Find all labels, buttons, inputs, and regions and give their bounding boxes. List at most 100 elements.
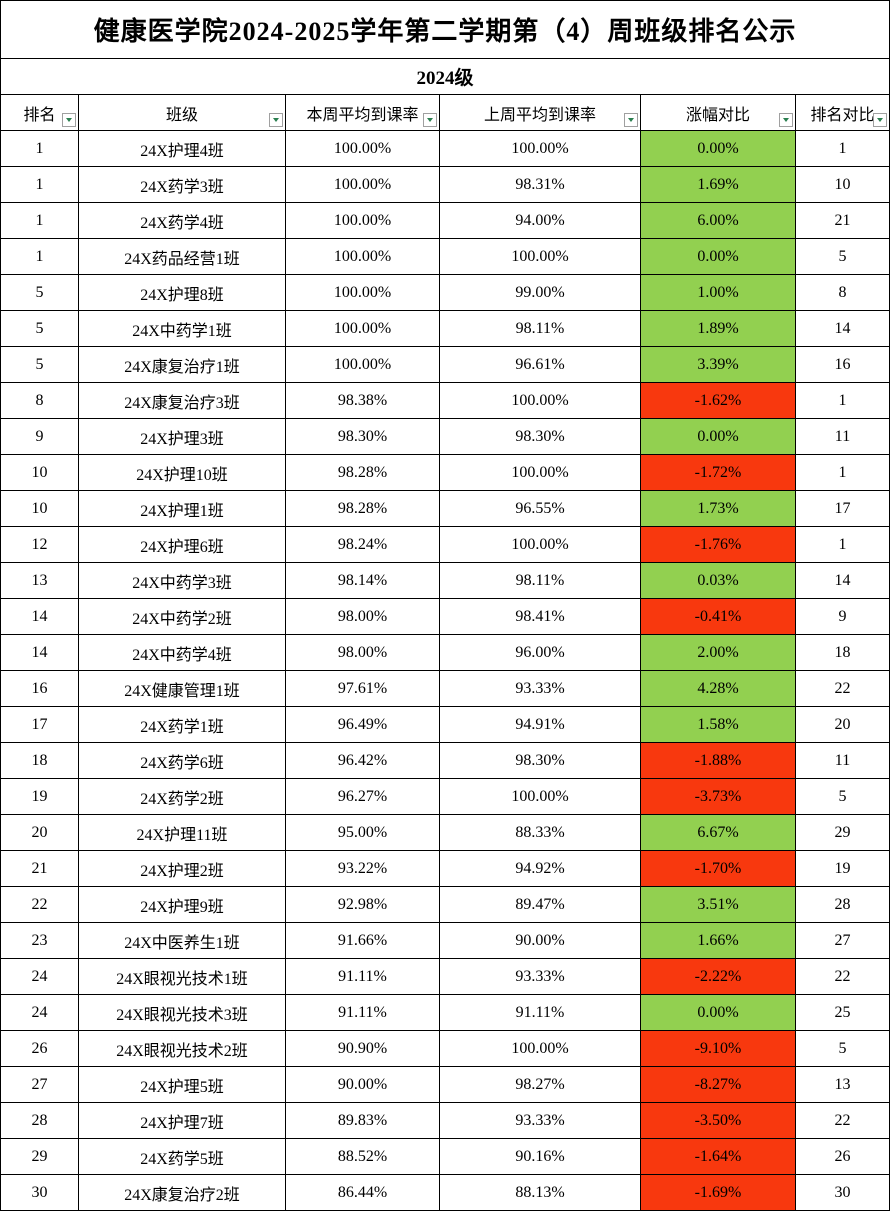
cell: 27 <box>796 923 890 959</box>
cell: 98.30% <box>440 419 641 455</box>
cell: 14 <box>796 311 890 347</box>
cell: 24X眼视光技术1班 <box>79 959 286 995</box>
cell: 6.67% <box>641 815 796 851</box>
cell: 24X药学2班 <box>79 779 286 815</box>
cell: 94.91% <box>440 707 641 743</box>
cell: 11 <box>796 419 890 455</box>
cell: 100.00% <box>440 383 641 419</box>
cell: 17 <box>0 707 79 743</box>
cell: 24X康复治疗2班 <box>79 1175 286 1211</box>
cell: 100.00% <box>286 311 440 347</box>
cell: 9 <box>0 419 79 455</box>
cell: -1.69% <box>641 1175 796 1211</box>
cell: 100.00% <box>286 203 440 239</box>
cell: 94.92% <box>440 851 641 887</box>
cell: 29 <box>796 815 890 851</box>
cell: 22 <box>796 1103 890 1139</box>
cell: 24X中药学2班 <box>79 599 286 635</box>
cell: 24X中药学3班 <box>79 563 286 599</box>
filter-button[interactable] <box>269 113 283 127</box>
cell: 12 <box>0 527 79 563</box>
filter-button[interactable] <box>423 113 437 127</box>
cell: 14 <box>0 635 79 671</box>
cell: 21 <box>796 203 890 239</box>
cell: -0.41% <box>641 599 796 635</box>
cell: 93.33% <box>440 1103 641 1139</box>
cell: 14 <box>0 599 79 635</box>
column-header: 涨幅对比 <box>641 95 796 131</box>
cell: 96.00% <box>440 635 641 671</box>
cell: 8 <box>0 383 79 419</box>
filter-button[interactable] <box>62 113 76 127</box>
cell: 20 <box>0 815 79 851</box>
cell: 24X护理6班 <box>79 527 286 563</box>
cell: 1 <box>0 203 79 239</box>
cell: -1.62% <box>641 383 796 419</box>
cell: 1 <box>796 383 890 419</box>
cell: 24X护理4班 <box>79 131 286 167</box>
cell: 22 <box>0 887 79 923</box>
filter-button[interactable] <box>873 113 887 127</box>
cell: 90.00% <box>286 1067 440 1103</box>
cell: 13 <box>0 563 79 599</box>
cell: 5 <box>0 347 79 383</box>
cell: 24X护理8班 <box>79 275 286 311</box>
cell: 88.13% <box>440 1175 641 1211</box>
column-header: 上周平均到课率 <box>440 95 641 131</box>
cell: 89.83% <box>286 1103 440 1139</box>
cell: 14 <box>796 563 890 599</box>
column-header: 本周平均到课率 <box>286 95 440 131</box>
cell: 98.28% <box>286 455 440 491</box>
cell: 24X健康管理1班 <box>79 671 286 707</box>
cell: 98.00% <box>286 635 440 671</box>
cell: 24X药学6班 <box>79 743 286 779</box>
cell: 98.11% <box>440 311 641 347</box>
title: 健康医学院2024-2025学年第二学期第（4）周班级排名公示 <box>0 0 890 59</box>
cell: 18 <box>0 743 79 779</box>
filter-button[interactable] <box>779 113 793 127</box>
cell: 19 <box>0 779 79 815</box>
cell: 24X护理7班 <box>79 1103 286 1139</box>
cell: 0.03% <box>641 563 796 599</box>
cell: 1 <box>0 239 79 275</box>
cell: 18 <box>796 635 890 671</box>
cell: 16 <box>0 671 79 707</box>
cell: 100.00% <box>286 347 440 383</box>
cell: 96.27% <box>286 779 440 815</box>
cell: 91.11% <box>286 995 440 1031</box>
cell: -2.22% <box>641 959 796 995</box>
cell: -1.88% <box>641 743 796 779</box>
cell: 24X护理2班 <box>79 851 286 887</box>
cell: 100.00% <box>440 1031 641 1067</box>
filter-button[interactable] <box>624 113 638 127</box>
subtitle: 2024级 <box>0 59 890 95</box>
cell: 91.11% <box>286 959 440 995</box>
cell: 24X中药学4班 <box>79 635 286 671</box>
cell: 22 <box>796 959 890 995</box>
cell: 95.00% <box>286 815 440 851</box>
cell: -3.50% <box>641 1103 796 1139</box>
cell: 98.00% <box>286 599 440 635</box>
cell: 10 <box>796 167 890 203</box>
cell: 98.38% <box>286 383 440 419</box>
cell: -1.76% <box>641 527 796 563</box>
cell: 98.31% <box>440 167 641 203</box>
cell: 3.39% <box>641 347 796 383</box>
cell: 24X药学3班 <box>79 167 286 203</box>
cell: 21 <box>0 851 79 887</box>
cell: 92.98% <box>286 887 440 923</box>
cell: 91.11% <box>440 995 641 1031</box>
cell: 24X眼视光技术2班 <box>79 1031 286 1067</box>
cell: 24X药学5班 <box>79 1139 286 1175</box>
cell: 24X药学1班 <box>79 707 286 743</box>
cell: 1.69% <box>641 167 796 203</box>
cell: 100.00% <box>440 131 641 167</box>
cell: 6.00% <box>641 203 796 239</box>
column-header: 排名 <box>0 95 79 131</box>
cell: 100.00% <box>286 275 440 311</box>
cell: 24X眼视光技术3班 <box>79 995 286 1031</box>
cell: 98.24% <box>286 527 440 563</box>
cell: 1 <box>796 527 890 563</box>
cell: 24X护理9班 <box>79 887 286 923</box>
cell: 26 <box>796 1139 890 1175</box>
